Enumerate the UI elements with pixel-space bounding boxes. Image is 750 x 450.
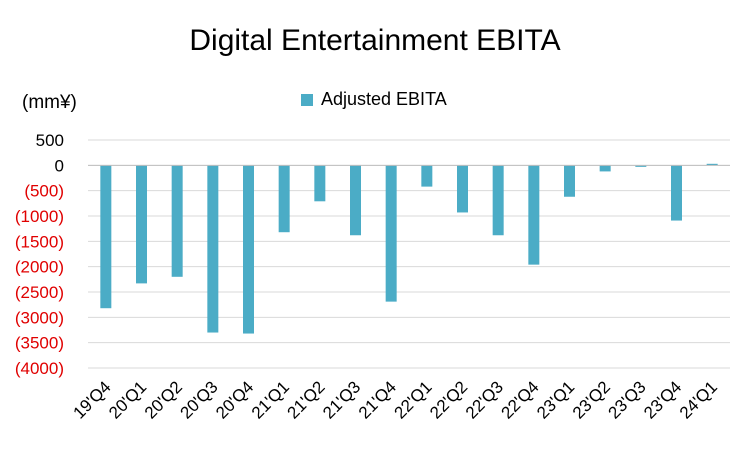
- bar: [706, 163, 718, 166]
- x-tick-label: 21'Q1: [248, 377, 293, 422]
- y-tick-label: (2500): [15, 283, 64, 302]
- y-tick-label: (2000): [15, 258, 64, 277]
- bar: [385, 165, 397, 302]
- bar: [207, 165, 219, 333]
- x-tick-label: 19'Q4: [70, 377, 115, 422]
- y-tick-label: (1000): [15, 207, 64, 226]
- bar: [350, 165, 361, 236]
- x-tick-label: 23'Q1: [533, 377, 578, 422]
- bar: [457, 165, 468, 213]
- x-tick-label: 22'Q1: [391, 377, 436, 422]
- y-tick-label: (1500): [15, 232, 64, 251]
- x-tick-label: 23'Q3: [605, 377, 650, 422]
- x-tick-label: 21'Q2: [284, 377, 329, 422]
- y-tick-label: (3500): [15, 334, 64, 353]
- bar: [492, 165, 504, 236]
- x-tick-label: 23'Q4: [640, 377, 685, 422]
- bar: [136, 165, 147, 284]
- bar: [599, 165, 611, 172]
- x-tick-label: 23'Q2: [569, 377, 614, 422]
- x-tick-label: 20'Q1: [105, 377, 150, 422]
- x-tick-label: 22'Q2: [426, 377, 471, 422]
- bar: [100, 165, 112, 309]
- chart-title: Digital Entertainment EBITA: [189, 24, 561, 57]
- bar: [528, 165, 540, 265]
- x-tick-label: 20'Q3: [177, 377, 222, 422]
- bar: [243, 165, 254, 334]
- x-tick-label: 20'Q2: [141, 377, 186, 422]
- y-unit-label: (mm¥): [22, 92, 77, 113]
- bar: [171, 165, 183, 277]
- x-tick-label: 24'Q1: [676, 377, 721, 422]
- legend-swatch: [301, 93, 313, 106]
- bar: [421, 165, 433, 187]
- bar: [635, 165, 647, 167]
- legend-label: Adjusted EBITA: [321, 89, 447, 109]
- bar: [278, 165, 290, 233]
- y-tick-label: (3000): [15, 308, 64, 327]
- y-tick-label: 500: [36, 131, 64, 150]
- bar: [671, 165, 682, 221]
- x-tick-label: 22'Q4: [498, 377, 543, 422]
- bar: [314, 165, 326, 202]
- x-tick-label: 22'Q3: [462, 377, 507, 422]
- x-tick-label: 21'Q3: [319, 377, 364, 422]
- x-tick-label: 21'Q4: [355, 377, 400, 422]
- y-tick-label: (500): [24, 182, 64, 201]
- x-tick-label: 20'Q4: [212, 377, 257, 422]
- y-tick-label: (4000): [15, 359, 64, 378]
- legend: Adjusted EBITA: [301, 89, 447, 110]
- y-tick-label: 0: [55, 156, 64, 175]
- bar: [564, 165, 575, 197]
